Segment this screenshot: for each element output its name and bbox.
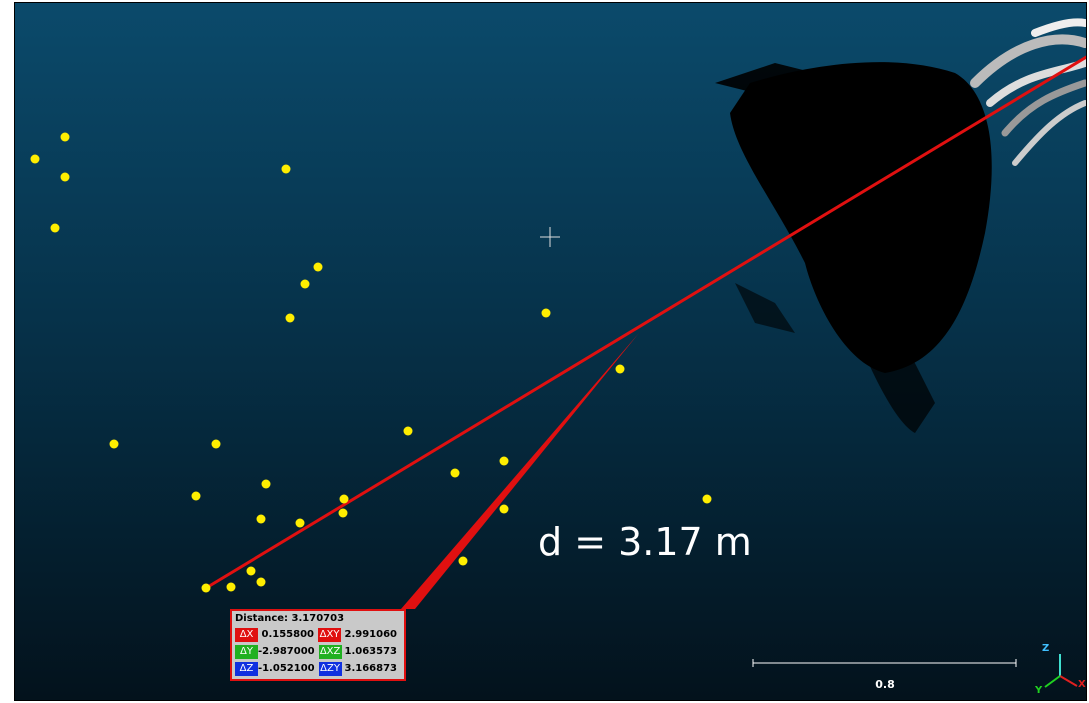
- delta-value: 3.166873: [342, 663, 401, 674]
- scale-bar: [753, 659, 1016, 667]
- scale-label: 0.8: [875, 678, 895, 691]
- point-marker: [51, 224, 60, 233]
- point-marker: [61, 173, 70, 182]
- axis-y: Y: [1034, 685, 1043, 696]
- point-marker: [459, 557, 468, 566]
- axis-trihedron: [1045, 654, 1077, 687]
- delta-value: -2.987000: [258, 646, 319, 657]
- point-marker: [296, 519, 305, 528]
- point-marker: [192, 492, 201, 501]
- scene: d = 3.17 m 0.8 Z Y X: [15, 3, 1087, 701]
- point-marker: [404, 427, 413, 436]
- axis-z: Z: [1042, 643, 1049, 654]
- point-marker: [282, 165, 291, 174]
- point-marker: [314, 263, 323, 272]
- delta-key: ΔX: [235, 628, 258, 642]
- delta-value: 0.155800: [258, 629, 318, 640]
- point-marker: [340, 495, 349, 504]
- point-marker: [262, 480, 271, 489]
- axis-x: X: [1078, 679, 1086, 690]
- delta-key: ΔXZ: [319, 645, 342, 659]
- crosshair: [540, 227, 560, 247]
- point-marker: [212, 440, 221, 449]
- point-marker: [257, 578, 266, 587]
- point-marker: [31, 155, 40, 164]
- delta-value: -1.052100: [258, 663, 319, 674]
- delta-value: 1.063573: [342, 646, 401, 657]
- body: d = 3.17 m 0.8 Z Y X Distance: 3.170703 …: [0, 0, 1089, 703]
- page: {"measurement_label": {"title": "Distanc…: [0, 0, 1089, 703]
- point-marker: [500, 505, 509, 514]
- point-marker: [451, 469, 460, 478]
- point-marker: [703, 495, 712, 504]
- point-marker: [202, 584, 211, 593]
- point-marker: [227, 583, 236, 592]
- point-marker: [616, 365, 625, 374]
- 3d-viewport[interactable]: d = 3.17 m 0.8 Z Y X Distance: 3.170703 …: [14, 2, 1087, 701]
- point-marker: [542, 309, 551, 318]
- delta-key: ΔZ: [235, 662, 258, 676]
- delta-value: 2.991060: [341, 629, 401, 640]
- point-marker: [61, 133, 70, 142]
- point-marker: [339, 509, 348, 518]
- point-marker: [257, 515, 266, 524]
- point-marker: [301, 280, 310, 289]
- point-cloud: [715, 62, 992, 433]
- point-marker: [286, 314, 295, 323]
- label-leader: [401, 333, 639, 609]
- point-marker: [247, 567, 256, 576]
- distance-annotation: d = 3.17 m: [538, 520, 752, 564]
- point-marker: [110, 440, 119, 449]
- delta-key: ΔXY: [318, 628, 341, 642]
- measure-line: [206, 56, 1087, 588]
- delta-key: ΔZY: [319, 662, 342, 676]
- delta-key: ΔY: [235, 645, 258, 659]
- label-title: Distance: 3.170703: [235, 613, 401, 624]
- point-marker: [500, 457, 509, 466]
